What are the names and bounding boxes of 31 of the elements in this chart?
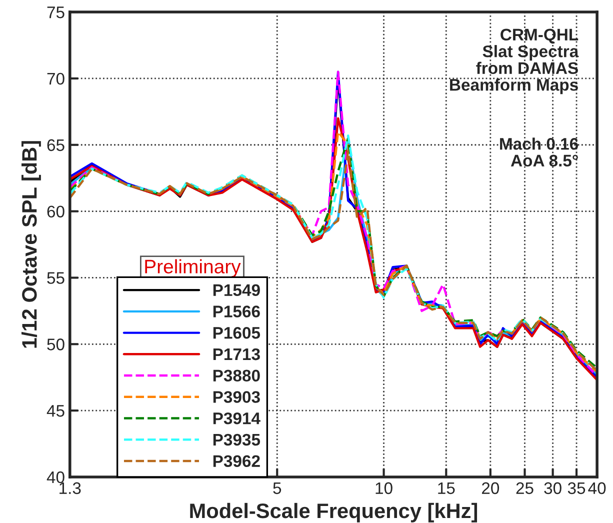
y-tick-label: 45 (46, 405, 64, 417)
y-axis-title: 1/12 Octave SPL [dB] (22, 141, 41, 348)
legend-label: P3935 (213, 434, 260, 446)
x-axis-title: Model-Scale Frequency [kHz] (190, 502, 478, 522)
legend-label: P3962 (213, 455, 260, 468)
legend-label: P3914 (213, 412, 260, 424)
y-tick-label: 50 (47, 338, 64, 350)
legend-label: P1566 (213, 306, 260, 318)
y-tick-label: 70 (47, 72, 64, 85)
y-tick-label: 40 (46, 471, 64, 484)
x-tick-label: 30 (544, 482, 562, 494)
x-tick-label: 35 (568, 482, 586, 494)
x-tick-label: 25 (516, 482, 534, 494)
legend-label: P1713 (213, 348, 260, 360)
y-tick-label: 55 (47, 272, 64, 284)
x-tick-label: 20 (482, 482, 500, 494)
annotation: Preliminary (145, 259, 241, 278)
x-tick-label: 5 (273, 482, 282, 494)
y-tick-label: 65 (47, 139, 64, 152)
legend-label: P1605 (213, 326, 260, 339)
x-tick-label: 15 (438, 482, 455, 494)
legend-label: P3903 (213, 391, 260, 403)
annotation: Mach 0.16 AoA 8.5° (500, 138, 578, 167)
y-tick-label: 60 (47, 206, 64, 218)
x-tick-label: 40 (588, 482, 606, 494)
legend-label: P3880 (213, 370, 260, 382)
x-tick-label: 1.3 (60, 482, 81, 494)
legend-label: P1549 (213, 284, 260, 296)
x-tick-label: 10 (376, 482, 392, 494)
annotation: CRM-QHL Slat Spectra from DAMAS Beamform Maps (450, 28, 579, 94)
y-tick-label: 75 (47, 6, 64, 18)
